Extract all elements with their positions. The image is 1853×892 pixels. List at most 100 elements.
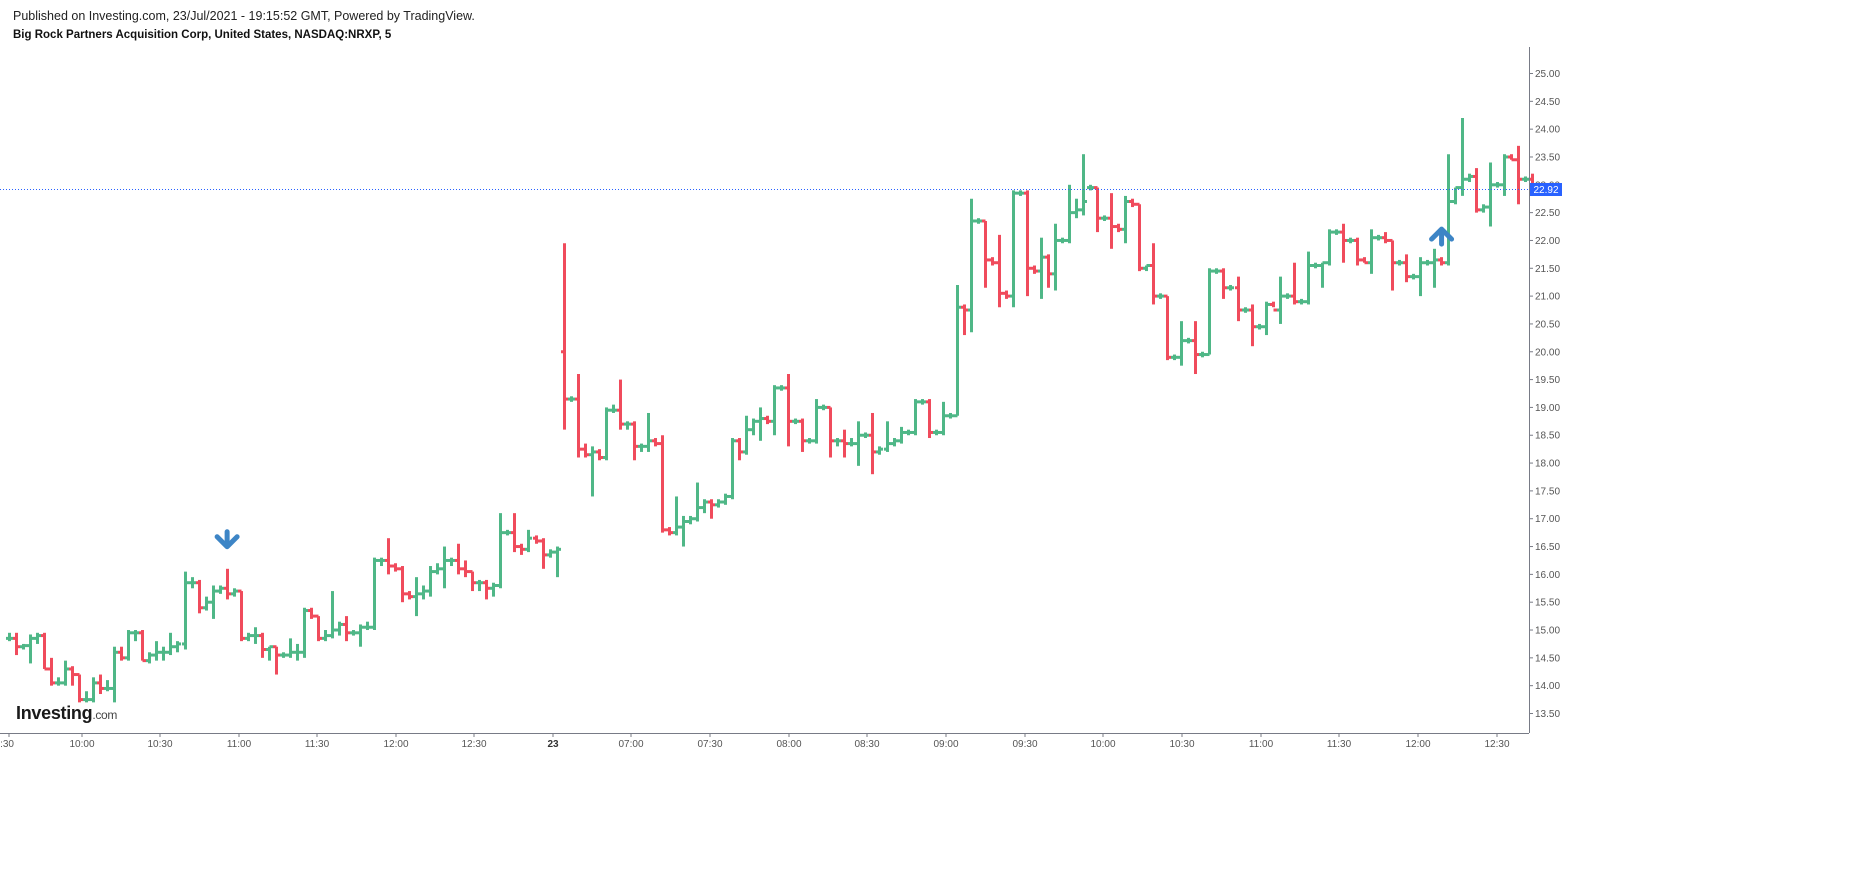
ohlc-bar <box>792 418 799 425</box>
ohlc-bar <box>1298 298 1305 305</box>
ohlc-bar <box>1431 248 1438 288</box>
ohlc-bar <box>771 385 778 436</box>
price-tick-label: 19.50 <box>1535 375 1560 386</box>
price-tick-label: 24.00 <box>1535 125 1560 136</box>
time-axis[interactable]: :30 10:00 10:30 11:00 11:30 12:00 12:30 23 07:00… <box>0 733 1529 750</box>
ohlc-bar <box>174 641 181 653</box>
ohlc-bar <box>855 421 862 466</box>
ohlc-bar <box>834 438 841 447</box>
ohlc-bar <box>210 585 217 619</box>
time-tick-label: 12:30 <box>461 739 486 750</box>
time-tick-label: 07:00 <box>618 739 643 750</box>
arrow-down-icon <box>214 534 240 550</box>
ohlc-bar <box>139 630 146 663</box>
ohlc-bar <box>968 198 975 333</box>
ohlc-bar <box>322 630 329 642</box>
price-axis[interactable]: 13.50 14.00 14.50 15.00 15.50 16.00 16.50 17.00… <box>1529 47 1560 733</box>
ohlc-bar <box>20 643 27 650</box>
ohlc-bar <box>778 385 785 391</box>
ohlc-bar <box>1171 354 1178 361</box>
time-tick-label: 23 <box>547 739 559 750</box>
price-tick-label: 21.00 <box>1535 292 1560 303</box>
ohlc-bar <box>385 538 392 575</box>
ohlc-bar <box>420 585 427 600</box>
ohlc-bar <box>940 401 947 436</box>
time-tick-label: 08:00 <box>776 739 801 750</box>
ohlc-bar <box>1220 268 1227 299</box>
ohlc-bar <box>701 499 708 514</box>
time-tick-label: 09:30 <box>1012 739 1037 750</box>
ohlc-bar <box>1073 198 1080 219</box>
ohlc-bar <box>1459 118 1466 196</box>
ohlc-bar <box>1270 301 1277 312</box>
ohlc-bar <box>673 496 680 536</box>
time-tick-label: 11:30 <box>305 739 330 750</box>
ohlc-bar <box>301 607 308 658</box>
ohlc-bar <box>1333 229 1340 235</box>
ohlc-bar <box>947 412 954 419</box>
ohlc-bar <box>1382 232 1389 244</box>
ohlc-bar <box>1242 307 1249 313</box>
time-tick-label: 10:00 <box>1090 739 1115 750</box>
price-tick-label: 17.00 <box>1535 514 1560 525</box>
price-tick-label: 22.00 <box>1535 236 1560 247</box>
ohlc-bar <box>399 566 406 603</box>
ohlc-bar <box>357 624 364 647</box>
ohlc-bar <box>631 421 638 461</box>
ohlc-bar <box>610 404 617 413</box>
ohlc-bar <box>1389 238 1396 291</box>
ohlc-bar <box>483 579 490 600</box>
ohlc-bar <box>97 674 104 695</box>
ohlc-bar <box>905 429 912 436</box>
ohlc-bar <box>1108 193 1115 249</box>
ohlc-bar <box>1136 202 1143 272</box>
ohlc-bar <box>1017 190 1024 196</box>
price-tick-label: 14.50 <box>1535 653 1560 664</box>
ohlc-bar <box>722 493 729 505</box>
ohlc-bar <box>603 407 610 461</box>
ohlc-bar <box>224 568 231 600</box>
ohlc-bar <box>884 421 891 452</box>
ohlc-bar <box>189 577 196 589</box>
time-tick-label: 12:00 <box>383 739 408 750</box>
ohlc-bar <box>329 591 336 639</box>
ohlc-bar <box>1080 154 1087 216</box>
ohlc-bar <box>427 566 434 597</box>
ohlc-bar <box>1038 237 1045 299</box>
ohlc-bar <box>287 638 294 658</box>
ohlc-bar <box>1213 268 1220 274</box>
time-tick-label: 09:00 <box>933 739 958 750</box>
ohlc-bar <box>259 632 266 658</box>
ohlc-bar <box>1424 259 1431 266</box>
price-tick-label: 16.00 <box>1535 570 1560 581</box>
ohlc-bar <box>926 399 933 439</box>
ohlc-bar <box>1417 257 1424 297</box>
ohlc-bar <box>624 421 631 430</box>
ohlc-bar <box>252 627 259 644</box>
price-tick-label: 22.50 <box>1535 208 1560 219</box>
ohlc-bar <box>69 666 76 686</box>
ohlc-bar <box>1319 261 1326 288</box>
ohlc-bar <box>6 632 13 642</box>
ohlc-bar <box>1206 268 1213 357</box>
ohlc-bar <box>343 616 350 642</box>
ohlc-bar <box>813 399 820 444</box>
ohlc-bar <box>1031 265 1038 274</box>
price-tick-label: 21.50 <box>1535 264 1560 275</box>
ohlc-bar <box>1185 337 1192 344</box>
ohlc-bar <box>645 412 652 452</box>
ohlc-bar <box>1094 186 1101 233</box>
ohlc-bar <box>497 513 504 589</box>
ohlc-bar <box>1368 229 1375 274</box>
ohlc-bar <box>336 621 343 636</box>
ohlc-bar <box>1045 254 1052 288</box>
ohlc-bar <box>1284 293 1291 299</box>
price-tick-label: 18.50 <box>1535 431 1560 442</box>
ohlc-bar <box>504 529 511 536</box>
ohlc-bar <box>146 652 153 664</box>
ohlc-bar <box>982 219 989 288</box>
ohlc-bar <box>540 538 547 569</box>
ohlc-bar <box>715 499 722 508</box>
ohlc-bar <box>434 563 441 575</box>
